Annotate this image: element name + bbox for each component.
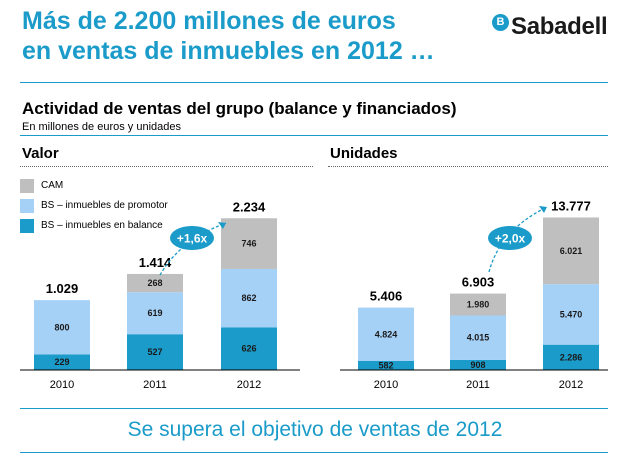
segment-label: 268 — [147, 278, 162, 288]
bar-segment — [450, 315, 506, 360]
section-subtitle: En millones de euros y unidades — [22, 121, 181, 133]
bar-segment — [358, 307, 414, 361]
segment-label: 800 — [54, 322, 69, 332]
legend-swatch — [20, 199, 34, 213]
legend-item-cam: CAM — [20, 179, 200, 193]
x-tick-label: 2012 — [237, 379, 261, 391]
header-divider — [20, 82, 608, 83]
legend-swatch — [20, 219, 34, 233]
legend-label: BS – inmuebles de promotor — [41, 200, 168, 211]
page-title: Más de 2.200 millones de euros en ventas… — [22, 6, 492, 66]
total-label: 5.406 — [370, 289, 403, 304]
title-line-1: Más de 2.200 millones de euros — [22, 7, 396, 35]
segment-label: 5.470 — [560, 309, 583, 319]
bar-segment — [450, 293, 506, 316]
bar-segment — [127, 273, 183, 293]
legend-swatch — [20, 179, 34, 193]
segment-label: 4.015 — [467, 333, 490, 343]
x-tick-label: 2011 — [143, 379, 167, 391]
segment-label: 229 — [54, 357, 69, 367]
bar-segment — [543, 284, 599, 345]
growth-badge — [170, 226, 214, 250]
bar-segment — [221, 268, 277, 328]
segment-label: 2.286 — [560, 352, 583, 362]
logo-mark-icon: B — [492, 13, 509, 31]
section-title: Actividad de ventas del grupo (balance y… — [22, 99, 457, 118]
segment-label: 746 — [241, 239, 256, 249]
x-tick-label: 2011 — [466, 379, 490, 391]
bar-segment — [450, 359, 506, 370]
segment-label: 626 — [241, 344, 256, 354]
bar-segment — [358, 361, 414, 370]
panel-divider-unidades — [328, 166, 608, 167]
arrow-head-icon — [218, 222, 226, 229]
bar-segment — [34, 300, 90, 355]
legend-item-promotor: BS – inmuebles de promotor — [20, 199, 200, 213]
valor-chart: 229 800 1.029 2010 527 619 268 1.414 2011 626 862 7… — [20, 199, 300, 391]
x-tick-label: 2012 — [559, 379, 583, 391]
total-label: 13.777 — [551, 198, 591, 213]
total-label: 2.234 — [233, 199, 266, 214]
segment-label: 4.824 — [375, 329, 398, 339]
segment-label: 6.021 — [560, 246, 583, 256]
panel-title-valor: Valor — [22, 145, 59, 162]
segment-label: 862 — [241, 293, 256, 303]
section-divider — [20, 135, 608, 136]
logo-text: Sabadell — [511, 13, 608, 40]
legend-label: CAM — [41, 180, 64, 191]
legend-item-balance: BS – inmuebles en balance — [20, 219, 200, 233]
segment-label: 619 — [147, 308, 162, 318]
growth-badge — [488, 226, 532, 250]
unidades-chart: 582 4.824 5.406 2010 908 4.015 1.980 6.903 2011 2… — [340, 198, 608, 391]
panel-divider-valor — [20, 166, 313, 167]
brand-logo: B Sabadell — [492, 13, 608, 40]
bar-segment — [543, 344, 599, 370]
total-label: 6.903 — [462, 275, 495, 290]
segment-label: 908 — [470, 360, 485, 370]
bar-segment — [221, 327, 277, 370]
segment-label: 582 — [378, 361, 393, 371]
bar-segment — [127, 334, 183, 370]
growth-label: +1,6x — [177, 232, 208, 246]
total-label: 1.029 — [46, 281, 79, 296]
bar-segment — [127, 292, 183, 335]
bar-segment — [543, 217, 599, 285]
panel-title-unidades: Unidades — [330, 145, 398, 162]
x-tick-label: 2010 — [374, 379, 398, 391]
bar-segment — [34, 354, 90, 370]
segment-label: 1.980 — [467, 300, 490, 310]
legend-label: BS – inmuebles en balance — [41, 220, 163, 231]
arrow-head-icon — [539, 206, 547, 213]
bar-segment — [221, 218, 277, 269]
title-line-2: en ventas de inmuebles en 2012 … — [22, 37, 435, 65]
x-tick-label: 2010 — [50, 379, 74, 391]
segment-label: 527 — [147, 347, 162, 357]
footer-message: Se supera el objetivo de ventas de 2012 — [127, 418, 503, 441]
growth-label: +2,0x — [495, 232, 526, 246]
total-label: 1.414 — [139, 255, 172, 270]
footer-divider-top — [20, 408, 608, 409]
footer-divider-bottom — [20, 452, 608, 453]
